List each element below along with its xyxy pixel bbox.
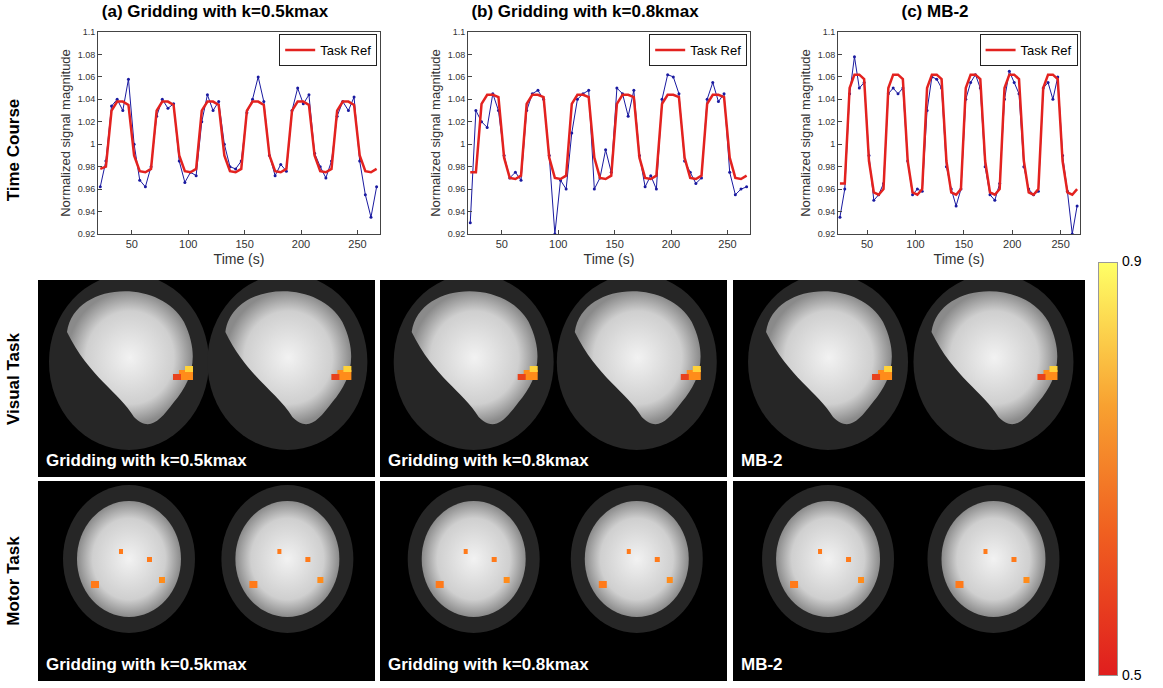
html-text:Motor Task: Motor Task xyxy=(4,536,23,626)
html-text:Gridding with k=0.8kmax: Gridding with k=0.8kmax xyxy=(388,655,589,674)
svg-text:1.08: 1.08 xyxy=(818,50,836,60)
html-text:Visual Task: Visual Task xyxy=(4,333,23,425)
svg-text:Task Ref: Task Ref xyxy=(690,43,741,58)
html-text:Gridding with k=0.8kmax: Gridding with k=0.8kmax xyxy=(388,451,589,470)
svg-text:Time (s): Time (s) xyxy=(584,251,635,267)
svg-text:0.94: 0.94 xyxy=(78,207,96,217)
svg-text:0.98: 0.98 xyxy=(818,162,836,172)
svg-text:1.1: 1.1 xyxy=(83,27,96,37)
svg-text:1.04: 1.04 xyxy=(818,94,836,104)
svg-text:50: 50 xyxy=(861,238,873,250)
svg-text:Normalized signal magnitude: Normalized signal magnitude xyxy=(428,49,443,217)
svg-text:1.02: 1.02 xyxy=(818,117,836,127)
svg-text:1.08: 1.08 xyxy=(448,50,466,60)
html-text:MB-2: MB-2 xyxy=(741,451,783,470)
svg-text:0.92: 0.92 xyxy=(448,229,466,239)
html-text:Time Course: Time Course xyxy=(4,98,23,202)
svg-text:0.94: 0.94 xyxy=(448,207,466,217)
svg-text:1.04: 1.04 xyxy=(448,94,466,104)
html-text:(b) Gridding with k=0.8kmax: (b) Gridding with k=0.8kmax xyxy=(471,2,699,21)
svg-text:250: 250 xyxy=(348,238,366,250)
html-text:Gridding with k=0.5kmax: Gridding with k=0.5kmax xyxy=(46,655,247,674)
svg-text:0.96: 0.96 xyxy=(78,184,96,194)
svg-text:250: 250 xyxy=(718,238,736,250)
html-text:0.9: 0.9 xyxy=(1122,253,1142,269)
svg-text:Task Ref: Task Ref xyxy=(1021,43,1072,58)
svg-text:1.1: 1.1 xyxy=(453,27,466,37)
svg-text:1: 1 xyxy=(830,139,835,149)
svg-text:200: 200 xyxy=(662,238,680,250)
svg-text:150: 150 xyxy=(955,238,973,250)
svg-text:50: 50 xyxy=(126,238,138,250)
html-text:(c) MB-2: (c) MB-2 xyxy=(901,2,969,21)
svg-text:1.06: 1.06 xyxy=(448,72,466,82)
html-text:MB-2: MB-2 xyxy=(741,655,783,674)
svg-text:1.06: 1.06 xyxy=(818,72,836,82)
svg-text:0.92: 0.92 xyxy=(78,229,96,239)
svg-text:1.06: 1.06 xyxy=(78,72,96,82)
svg-text:Normalized signal magnitude: Normalized signal magnitude xyxy=(58,49,73,217)
svg-text:200: 200 xyxy=(1003,238,1021,250)
svg-text:0.92: 0.92 xyxy=(818,229,836,239)
svg-text:100: 100 xyxy=(549,238,567,250)
svg-text:0.98: 0.98 xyxy=(448,162,466,172)
svg-text:200: 200 xyxy=(292,238,310,250)
svg-text:1: 1 xyxy=(460,139,465,149)
svg-text:1: 1 xyxy=(90,139,95,149)
svg-text:Time (s): Time (s) xyxy=(934,251,985,267)
html-text:(a) Gridding with k=0.5kmax: (a) Gridding with k=0.5kmax xyxy=(101,2,329,21)
svg-text:0.98: 0.98 xyxy=(78,162,96,172)
svg-text:1.08: 1.08 xyxy=(78,50,96,60)
svg-text:150: 150 xyxy=(605,238,623,250)
svg-text:1.02: 1.02 xyxy=(448,117,466,127)
svg-text:Task Ref: Task Ref xyxy=(320,43,371,58)
svg-text:Normalized signal magnitude: Normalized signal magnitude xyxy=(798,49,813,217)
svg-text:150: 150 xyxy=(235,238,253,250)
svg-text:0.96: 0.96 xyxy=(818,184,836,194)
svg-text:1.04: 1.04 xyxy=(78,94,96,104)
svg-text:1.1: 1.1 xyxy=(823,27,836,37)
svg-text:0.96: 0.96 xyxy=(448,184,466,194)
svg-text:0.94: 0.94 xyxy=(818,207,836,217)
html-text:0.5: 0.5 xyxy=(1122,667,1142,683)
html-text:Gridding with k=0.5kmax: Gridding with k=0.5kmax xyxy=(46,451,247,470)
svg-text:250: 250 xyxy=(1051,238,1069,250)
svg-text:100: 100 xyxy=(179,238,197,250)
svg-text:50: 50 xyxy=(496,238,508,250)
svg-text:Time (s): Time (s) xyxy=(214,251,265,267)
svg-text:1.02: 1.02 xyxy=(78,117,96,127)
svg-text:100: 100 xyxy=(906,238,924,250)
